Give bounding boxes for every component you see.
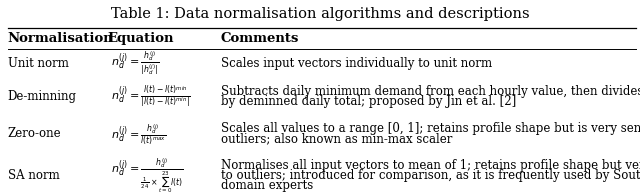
Text: outliers; also known as min-max scaler: outliers; also known as min-max scaler — [221, 132, 452, 145]
Text: Zero-one: Zero-one — [8, 127, 61, 140]
Text: domain experts: domain experts — [221, 179, 313, 192]
Text: Subtracts daily minimum demand from each hourly value, then divides each value: Subtracts daily minimum demand from each… — [221, 85, 640, 98]
Text: Scales all values to a range [0, 1]; retains profile shape but is very sensitive: Scales all values to a range [0, 1]; ret… — [221, 122, 640, 135]
Text: by deminned daily total; proposed by Jin et al. [2]: by deminned daily total; proposed by Jin… — [221, 95, 516, 108]
Text: De-minning: De-minning — [8, 90, 77, 103]
Text: Equation: Equation — [108, 32, 174, 45]
Text: Table 1: Data normalisation algorithms and descriptions: Table 1: Data normalisation algorithms a… — [111, 7, 529, 21]
Text: Comments: Comments — [221, 32, 299, 45]
Text: $n_d^{(j)} = \frac{h_d^{(j)}}{|h_d^{(j)}|}$: $n_d^{(j)} = \frac{h_d^{(j)}}{|h_d^{(j)}… — [111, 50, 159, 77]
Text: $n_d^{(j)} = \frac{h_d^{(j)}}{\frac{1}{24} \times \sum_{t=0}^{23} l(t)}$: $n_d^{(j)} = \frac{h_d^{(j)}}{\frac{1}{2… — [111, 156, 184, 193]
Text: SA norm: SA norm — [8, 169, 60, 182]
Text: $n_d^{(j)} = \frac{l(t)-l(t)^{min}}{|l(t)-l(t)^{min}|}$: $n_d^{(j)} = \frac{l(t)-l(t)^{min}}{|l(t… — [111, 85, 191, 109]
Text: Scales input vectors individually to unit norm: Scales input vectors individually to uni… — [221, 57, 492, 70]
Text: Normalisation: Normalisation — [8, 32, 113, 45]
Text: Normalises all input vectors to mean of 1; retains profile shape but very sensit: Normalises all input vectors to mean of … — [221, 159, 640, 172]
Text: to outliers; introduced for comparison, as it is frequently used by South Africa: to outliers; introduced for comparison, … — [221, 169, 640, 182]
Text: Unit norm: Unit norm — [8, 57, 68, 70]
Text: $n_d^{(j)} = \frac{h_d^{(j)}}{l(t)^{max}}$: $n_d^{(j)} = \frac{h_d^{(j)}}{l(t)^{max}… — [111, 122, 166, 146]
